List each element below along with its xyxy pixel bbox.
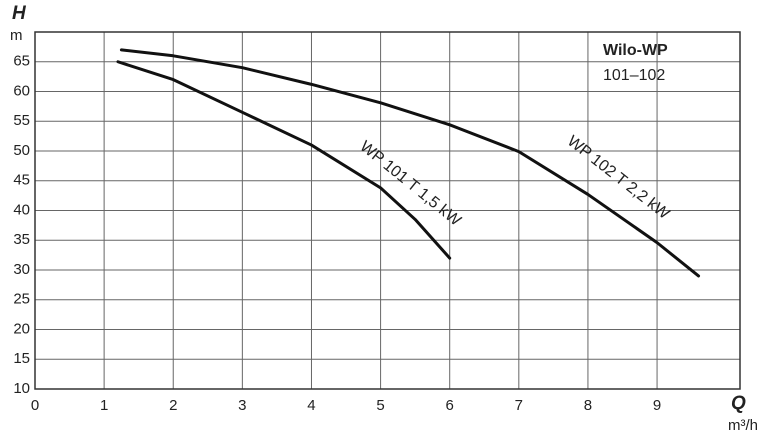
y-axis-unit: m [10,27,23,44]
x-axis-label: Q [731,393,746,414]
x-tick-label: 9 [653,397,661,414]
model-range: 101–102 [603,67,665,84]
x-tick-label: 4 [307,397,315,414]
y-tick-label: 45 [13,172,30,189]
x-tick-label: 2 [169,397,177,414]
x-tick-label: 6 [446,397,454,414]
y-tick-label: 35 [13,231,30,248]
x-tick-label: 3 [238,397,246,414]
x-axis-unit: m³/h [728,417,758,434]
y-tick-label: 15 [13,350,30,367]
y-tick-label: 55 [13,112,30,129]
y-tick-label: 25 [13,291,30,308]
model-title: Wilo-WP [603,42,668,59]
plot-frame [34,31,741,390]
x-tick-label: 8 [584,397,592,414]
x-tick-label: 7 [515,397,523,414]
y-tick-label: 65 [13,53,30,70]
pump-curve [119,48,701,278]
x-tick-label: 1 [100,397,108,414]
x-tick-label: 5 [376,397,384,414]
y-tick-label: 30 [13,261,30,278]
x-tick-label: 0 [31,397,39,414]
pump-curve [116,60,452,260]
y-tick-label: 60 [13,82,30,99]
y-tick-label: 50 [13,142,30,159]
y-tick-label: 20 [13,320,30,337]
y-tick-label: 10 [13,380,30,397]
y-tick-label: 40 [13,201,30,218]
y-axis-label: H [12,3,27,24]
